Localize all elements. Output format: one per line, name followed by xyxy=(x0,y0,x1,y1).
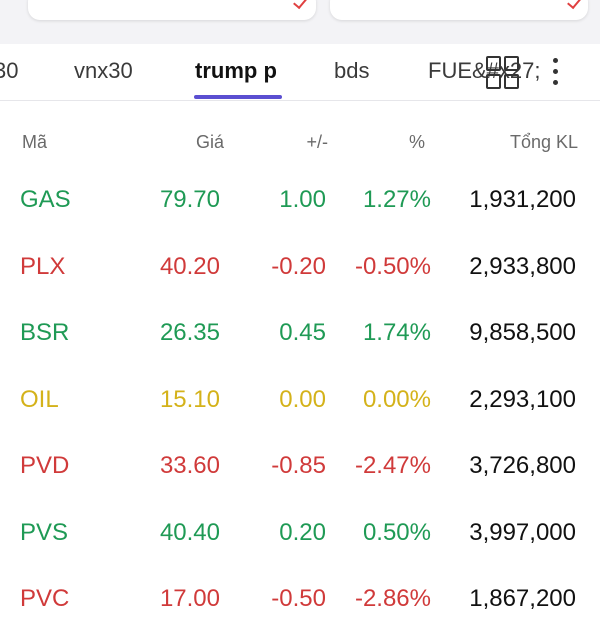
stock-code: PVS xyxy=(20,518,69,546)
stock-percent: -0.50% xyxy=(354,252,431,280)
table-row[interactable]: BSR 26.35 0.45 1.74% 9,858,500 xyxy=(0,301,600,367)
column-header-percent[interactable]: % xyxy=(408,132,425,152)
stock-volume: 9,858,500 xyxy=(469,319,576,346)
stock-volume: 2,293,100 xyxy=(469,385,576,413)
more-vertical-icon[interactable] xyxy=(548,56,562,88)
stock-code: OIL xyxy=(20,385,59,413)
tab-trump-p[interactable]: trump p xyxy=(195,58,277,83)
stock-code: PVD xyxy=(20,452,70,479)
table-row[interactable]: PVC 17.00 -0.50 -2.86% 1,867,200 xyxy=(0,567,600,633)
stock-percent: -2.86% xyxy=(354,585,431,612)
stock-volume: 1,867,200 xyxy=(469,585,576,612)
stock-volume: 3,997,000 xyxy=(469,518,576,546)
stock-price: 40.40 xyxy=(159,518,220,546)
watchlist-tabs: 30 vnx30 trump p bds FUE&#x27; xyxy=(0,44,600,101)
stock-percent: 1.74% xyxy=(362,319,431,346)
stock-volume: 1,931,200 xyxy=(469,186,576,213)
stock-percent: -2.47% xyxy=(354,452,431,479)
top-summary-area xyxy=(0,0,600,44)
column-header-change[interactable]: +/- xyxy=(306,132,328,152)
column-header-code[interactable]: Mã xyxy=(22,132,48,152)
table-row[interactable]: GAS 79.70 1.00 1.27% 1,931,200 xyxy=(0,168,600,234)
stock-change: 0.00 xyxy=(279,385,326,413)
stock-change: 0.45 xyxy=(279,319,326,346)
stock-change: -0.20 xyxy=(271,252,326,280)
grid-view-icon[interactable] xyxy=(486,56,520,90)
stock-change: -0.50 xyxy=(271,585,326,612)
stock-change: 1.00 xyxy=(279,186,326,213)
tab-bds[interactable]: bds xyxy=(334,58,370,83)
active-tab-indicator xyxy=(194,95,282,99)
table-row[interactable]: PVS 40.40 0.20 0.50% 3,997,000 xyxy=(0,501,600,567)
stock-change: -0.85 xyxy=(271,452,326,479)
tab-30[interactable]: 30 xyxy=(0,58,19,83)
stock-change: 0.20 xyxy=(279,518,326,546)
stock-price: 33.60 xyxy=(159,452,220,479)
column-header-price[interactable]: Giá xyxy=(195,132,224,152)
tab-fue[interactable]: FUE&#x27; xyxy=(428,58,541,83)
stock-price: 26.35 xyxy=(159,319,220,346)
stock-code: PLX xyxy=(20,252,66,280)
trend-indicator-icon xyxy=(293,0,307,10)
stock-code: PVC xyxy=(20,585,70,612)
summary-card-right[interactable] xyxy=(330,0,588,20)
trend-indicator-icon xyxy=(567,0,581,10)
stock-price: 40.20 xyxy=(159,252,220,280)
stock-percent: 0.00% xyxy=(362,385,431,413)
tab-vnx30[interactable]: vnx30 xyxy=(74,58,133,83)
stock-code: GAS xyxy=(20,186,71,213)
stock-price: 17.00 xyxy=(159,585,220,612)
table-row[interactable]: PVD 33.60 -0.85 -2.47% 3,726,800 xyxy=(0,434,600,500)
stock-code: BSR xyxy=(20,319,70,346)
table-row[interactable]: OIL 15.10 0.00 0.00% 2,293,100 xyxy=(0,368,600,434)
stock-price: 15.10 xyxy=(159,385,220,413)
stock-percent: 1.27% xyxy=(362,186,431,213)
table-header: Mã Giá +/- % Tổng KL xyxy=(0,124,600,160)
stock-volume: 3,726,800 xyxy=(469,452,576,479)
stock-price: 79.70 xyxy=(159,186,220,213)
stock-volume: 2,933,800 xyxy=(469,252,576,280)
column-header-volume[interactable]: Tổng KL xyxy=(509,132,578,152)
summary-card-left[interactable] xyxy=(28,0,316,20)
table-row[interactable]: PLX 40.20 -0.20 -0.50% 2,933,800 xyxy=(0,235,600,301)
stock-percent: 0.50% xyxy=(362,518,431,546)
